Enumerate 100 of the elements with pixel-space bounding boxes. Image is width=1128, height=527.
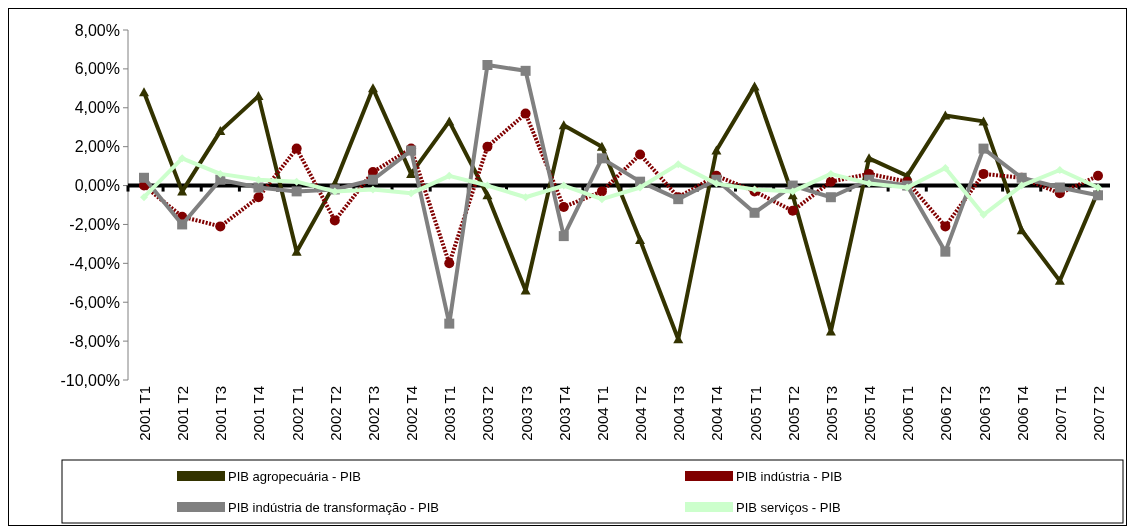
point: [636, 183, 645, 192]
point: [749, 81, 760, 91]
x-tick-label: 2005 T4: [861, 386, 879, 441]
x-tick-label: 2004 T4: [708, 386, 726, 441]
x-tick-label: 2001 T4: [250, 386, 268, 441]
point: [520, 65, 531, 76]
y-tick-label: -8,00%: [69, 332, 120, 350]
point: [483, 181, 492, 190]
point: [482, 60, 493, 70]
point: [367, 174, 378, 185]
point: [711, 145, 722, 155]
y-tick-label: 4,00%: [74, 99, 120, 117]
point: [329, 215, 340, 226]
x-tick-label: 2003 T3: [517, 386, 535, 441]
point: [787, 205, 798, 216]
point: [635, 235, 646, 244]
y-tick-label: 2,00%: [74, 138, 120, 156]
y-tick-label: -4,00%: [69, 254, 120, 272]
point: [482, 141, 493, 152]
point: [558, 231, 569, 242]
x-tick-label: 2004 T1: [593, 386, 611, 441]
point: [215, 221, 226, 232]
point: [712, 179, 721, 188]
x-tick-label: 2003 T4: [555, 386, 573, 441]
point: [520, 108, 531, 119]
x-tick-label: 2001 T1: [136, 386, 153, 441]
y-tick-label: -6,00%: [69, 293, 120, 311]
point: [521, 193, 530, 202]
y-tick-label: 0,00%: [74, 177, 120, 195]
point: [1093, 190, 1103, 201]
x-tick-label: 2001 T3: [212, 386, 230, 441]
point: [978, 116, 989, 126]
x-tick-label: 2007 T2: [1090, 386, 1107, 441]
point: [253, 192, 264, 203]
x-tick-label: 2006 T2: [937, 386, 955, 441]
point: [864, 153, 875, 163]
x-tick-label: 2002 T1: [288, 386, 306, 441]
point: [635, 149, 646, 160]
point: [749, 207, 760, 218]
x-tick-label: 2006 T3: [975, 386, 993, 441]
y-tick-label: 8,00%: [74, 21, 120, 39]
point: [978, 168, 989, 179]
x-tick-label: 2001 T2: [174, 386, 192, 441]
legend-label: PIB agropecuária - PIB: [228, 468, 361, 484]
point: [940, 221, 951, 232]
point: [291, 143, 302, 154]
point: [178, 154, 187, 163]
point: [1094, 183, 1102, 192]
legend-label: PIB serviços - PIB: [736, 499, 841, 515]
point: [558, 120, 569, 130]
point: [444, 258, 455, 269]
x-tick-label: 2003 T1: [441, 386, 459, 441]
point: [825, 176, 836, 187]
point: [444, 318, 455, 329]
point: [1016, 225, 1027, 235]
point: [940, 246, 951, 257]
point: [979, 210, 988, 219]
y-tick-label: 6,00%: [74, 60, 120, 78]
x-tick-label: 2004 T2: [632, 386, 650, 441]
x-tick-label: 2002 T4: [403, 386, 421, 441]
x-tick-label: 2004 T3: [670, 386, 688, 441]
point: [253, 182, 264, 193]
x-tick-label: 2002 T2: [326, 386, 344, 441]
point: [559, 181, 568, 190]
legend-label: PIB indústria de transformação - PIB: [228, 499, 439, 515]
x-tick-label: 2006 T1: [899, 386, 917, 441]
point: [139, 172, 149, 183]
x-tick-label: 2005 T3: [822, 386, 840, 441]
x-tick-label: 2005 T2: [784, 386, 802, 441]
point: [941, 164, 950, 173]
x-tick-label: 2002 T3: [364, 386, 382, 441]
y-tick-label: -10,00%: [60, 371, 120, 389]
point: [367, 83, 378, 93]
point: [215, 126, 226, 136]
x-tick-label: 2006 T4: [1013, 386, 1031, 441]
point: [177, 219, 188, 230]
point: [596, 141, 607, 151]
point: [482, 190, 493, 200]
point: [825, 192, 836, 203]
point: [140, 193, 148, 202]
point: [940, 110, 951, 120]
point: [596, 153, 607, 164]
legend-label: PIB indústria - PIB: [736, 468, 843, 484]
point: [1054, 182, 1065, 193]
point: [253, 91, 264, 101]
point: [1054, 275, 1065, 285]
x-tick-label: 2007 T1: [1051, 386, 1069, 441]
x-tick-label: 2003 T2: [479, 386, 497, 441]
point: [139, 87, 149, 97]
point: [826, 169, 835, 178]
point: [674, 160, 683, 169]
point: [978, 143, 989, 154]
point: [558, 201, 569, 212]
y-tick-label: -2,00%: [69, 216, 120, 234]
point: [1017, 181, 1026, 190]
point: [596, 186, 607, 197]
x-tick-label: 2005 T1: [746, 386, 764, 441]
point: [444, 116, 455, 126]
point: [1093, 170, 1103, 181]
point: [291, 186, 302, 197]
